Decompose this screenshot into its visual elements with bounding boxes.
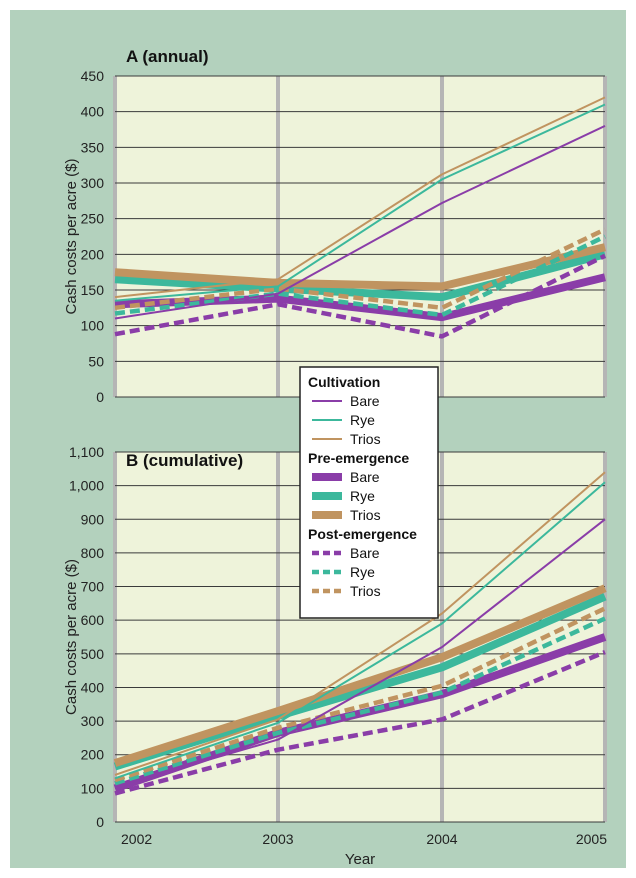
series-line-post-emergence-bare bbox=[114, 650, 606, 796]
legend-item-label: Rye bbox=[350, 564, 375, 580]
panel-title: B (cumulative) bbox=[126, 451, 243, 470]
y-tick-label: 50 bbox=[88, 353, 104, 369]
y-tick-label: 800 bbox=[81, 545, 105, 561]
legend-item-label: Rye bbox=[350, 488, 375, 504]
y-tick-label: 900 bbox=[81, 511, 105, 527]
y-tick-label: 250 bbox=[81, 211, 105, 227]
legend-item-label: Bare bbox=[350, 469, 380, 485]
legend: Cultivation Bare Rye Trios Pre-emergence Bare… bbox=[299, 366, 439, 619]
y-tick-label: 150 bbox=[81, 282, 105, 298]
x-tick-label: 2003 bbox=[262, 831, 293, 847]
y-tick-label: 100 bbox=[81, 318, 105, 334]
x-tick-label: 2002 bbox=[121, 831, 152, 847]
y-tick-label: 1,000 bbox=[69, 478, 104, 494]
x-tick-label: 2004 bbox=[426, 831, 457, 847]
y-axis-label: Cash costs per acre ($) bbox=[63, 559, 80, 715]
legend-item-label: Trios bbox=[350, 583, 381, 599]
y-tick-label: 300 bbox=[81, 713, 105, 729]
chart-panel-b: 0 100 200 300 400 500 600 700 800 900 1,000 1,100 B … bbox=[63, 444, 607, 868]
legend-group-title: Post-emergence bbox=[308, 526, 417, 542]
legend-item-label: Trios bbox=[350, 431, 381, 447]
series-line-pre-emergence-trios bbox=[113, 584, 607, 767]
y-tick-label: 400 bbox=[81, 104, 105, 120]
y-tick-label: 100 bbox=[81, 780, 105, 796]
series-line-post-emergence-rye bbox=[114, 234, 606, 318]
y-tick-label: 500 bbox=[81, 646, 105, 662]
y-tick-label: 600 bbox=[81, 612, 105, 628]
x-axis-label: Year bbox=[345, 851, 375, 868]
chart-panel-a: 0 50 100 150 200 250 300 350 400 450 A (annual) Cas… bbox=[63, 47, 607, 405]
series-line-cultivation-bare bbox=[114, 518, 606, 788]
legend-item-label: Rye bbox=[350, 412, 375, 428]
series-line-cultivation-trios bbox=[114, 471, 606, 776]
legend-group-title: Pre-emergence bbox=[308, 450, 409, 466]
series-line-post-emergence-trios bbox=[114, 227, 606, 311]
series-line-cultivation-trios bbox=[114, 96, 606, 299]
y-tick-label: 200 bbox=[81, 747, 105, 763]
series-line-post-emergence-rye bbox=[114, 616, 606, 786]
legend-item-label: Trios bbox=[350, 507, 381, 523]
series-line-cultivation-bare bbox=[114, 124, 606, 320]
y-tick-label: 0 bbox=[96, 389, 104, 405]
series-line-post-emergence-bare bbox=[114, 253, 606, 339]
y-tick-label: 200 bbox=[81, 246, 105, 262]
y-tick-label: 300 bbox=[81, 175, 105, 191]
y-tick-label: 0 bbox=[96, 814, 104, 830]
y-tick-label: 450 bbox=[81, 68, 105, 84]
y-tick-label: 400 bbox=[81, 679, 105, 695]
panel-title: A (annual) bbox=[126, 47, 208, 66]
legend-item-label: Bare bbox=[350, 393, 380, 409]
y-tick-label: 350 bbox=[81, 139, 105, 155]
y-axis-label: Cash costs per acre ($) bbox=[63, 159, 80, 315]
series-line-pre-emergence-rye bbox=[113, 592, 607, 771]
legend-item-label: Bare bbox=[350, 545, 380, 561]
plot-area bbox=[115, 76, 605, 397]
y-tick-label: 1,100 bbox=[69, 444, 104, 460]
series-line-cultivation-rye bbox=[114, 481, 606, 780]
series-line-post-emergence-trios bbox=[114, 606, 606, 783]
x-tick-label: 2005 bbox=[576, 831, 607, 847]
y-tick-label: 700 bbox=[81, 579, 105, 595]
series-line-cultivation-rye bbox=[114, 103, 606, 302]
series-line-pre-emergence-bare bbox=[113, 633, 607, 793]
legend-group-title: Cultivation bbox=[308, 374, 380, 390]
